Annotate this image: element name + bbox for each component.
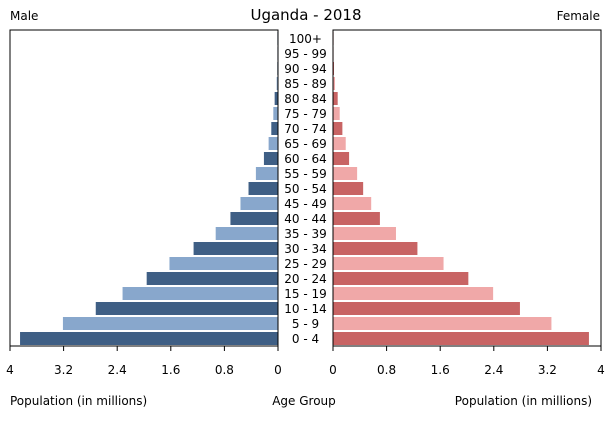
age-group-label: 100+	[289, 32, 322, 46]
male-bar	[169, 257, 278, 270]
female-bar	[333, 272, 469, 285]
male-bar	[20, 332, 279, 345]
male-x-tick-label: 1.6	[161, 363, 180, 377]
age-group-label: 70 - 74	[284, 122, 327, 136]
age-group-label: 35 - 39	[284, 227, 327, 241]
male-x-tick-label: 2.4	[108, 363, 127, 377]
male-bars	[20, 32, 279, 345]
age-group-label: 95 - 99	[284, 47, 327, 61]
female-bar	[333, 77, 336, 90]
male-label: Male	[10, 9, 38, 23]
female-plot-frame	[332, 29, 602, 347]
female-bar	[333, 317, 552, 330]
age-group-label: 55 - 59	[284, 167, 327, 181]
female-x-tick-label: 0.8	[377, 363, 396, 377]
female-label: Female	[557, 9, 600, 23]
age-group-label: 80 - 84	[284, 92, 327, 106]
female-bar	[333, 227, 396, 240]
male-bar	[95, 302, 278, 315]
male-plot-frame	[9, 29, 279, 347]
age-group-label: 50 - 54	[284, 182, 327, 196]
female-bar	[333, 92, 338, 105]
female-x-tick-label: 3.2	[538, 363, 557, 377]
age-group-label: 15 - 19	[284, 287, 327, 301]
female-bar	[333, 212, 380, 225]
male-x-tick-label: 0	[274, 363, 282, 377]
age-group-label: 5 - 9	[292, 317, 319, 331]
age-group-label: 10 - 14	[284, 302, 327, 316]
male-x-axis: 4 3.2 2.4 1.6 0.8 0	[6, 346, 282, 377]
male-bar	[215, 227, 278, 240]
male-x-tick-label: 3.2	[54, 363, 73, 377]
age-group-label: 45 - 49	[284, 197, 327, 211]
male-bar	[240, 197, 278, 210]
female-bar	[333, 107, 340, 120]
male-axis-title: Population (in millions)	[10, 394, 147, 408]
male-bar	[271, 122, 278, 135]
age-group-label: 85 - 89	[284, 77, 327, 91]
male-bar	[255, 167, 278, 180]
male-x-tick-label: 0.8	[215, 363, 234, 377]
chart-title: Uganda - 2018	[250, 6, 361, 24]
female-x-tick-label: 2.4	[484, 363, 503, 377]
female-bar	[333, 287, 494, 300]
age-group-label: 90 - 94	[284, 62, 327, 76]
female-bar	[333, 62, 335, 75]
male-bar	[230, 212, 278, 225]
male-bar	[276, 77, 278, 90]
female-bar	[333, 257, 444, 270]
female-bar	[333, 152, 350, 165]
age-group-label: 20 - 24	[284, 272, 327, 286]
female-x-tick-label: 0	[329, 363, 337, 377]
female-bar	[333, 122, 343, 135]
female-bar	[333, 302, 520, 315]
male-bar	[248, 182, 278, 195]
female-bar	[333, 332, 589, 345]
age-group-label: 75 - 79	[284, 107, 327, 121]
male-bar	[122, 287, 278, 300]
male-bar	[273, 107, 278, 120]
age-group-label: 0 - 4	[292, 332, 319, 346]
female-bar	[333, 182, 364, 195]
male-bar	[62, 317, 279, 330]
female-x-tick-label: 4	[597, 363, 605, 377]
male-bar	[274, 92, 278, 105]
female-bar	[333, 197, 372, 210]
male-bar	[268, 137, 278, 150]
female-bar	[333, 167, 358, 180]
female-x-tick-label: 1.6	[431, 363, 450, 377]
female-bar	[333, 242, 418, 255]
age-group-label: 30 - 34	[284, 242, 327, 256]
female-bar	[333, 137, 346, 150]
age-group-label: 65 - 69	[284, 137, 327, 151]
female-bars	[333, 32, 589, 345]
age-group-label: 40 - 44	[284, 212, 327, 226]
female-x-axis: 0 0.8 1.6 2.4 3.2 4	[329, 346, 605, 377]
female-axis-title: Population (in millions)	[455, 394, 592, 408]
male-bar	[263, 152, 278, 165]
male-x-tick-label: 4	[6, 363, 14, 377]
age-axis-title: Age Group	[272, 394, 336, 408]
age-group-label: 60 - 64	[284, 152, 327, 166]
male-bar	[193, 242, 278, 255]
age-group-label: 25 - 29	[284, 257, 327, 271]
male-bar	[146, 272, 278, 285]
